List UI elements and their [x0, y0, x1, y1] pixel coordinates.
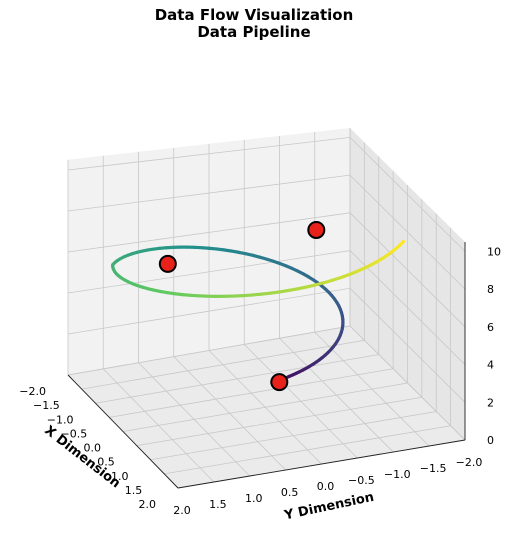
grid-line: [67, 212, 466, 328]
y-tick-label: 1.0: [245, 492, 263, 505]
z-tick-label: 0: [487, 434, 494, 447]
y-tick-label: −2.0: [456, 456, 483, 469]
curve-segment: [397, 239, 406, 248]
x-axis-line: [67, 374, 179, 489]
grid-line: [67, 174, 466, 290]
z-tick-label: 4: [487, 359, 494, 372]
x-tick-label: −2.0: [19, 385, 46, 398]
z-tick-label: 8: [487, 283, 494, 296]
z-tick-label: 2: [487, 396, 494, 409]
grid-line: [67, 325, 466, 441]
y-tick-label: −0.5: [348, 474, 375, 487]
z-tick-label: 10: [487, 245, 501, 258]
x-tick-label: −1.0: [47, 413, 74, 426]
axes-panes: [68, 127, 465, 488]
x-tick-label: 1.5: [125, 484, 143, 497]
x-tick-label: 1.0: [111, 470, 129, 483]
y-axis-line: [177, 439, 466, 489]
grid-line: [67, 287, 466, 403]
data-marker: [307, 220, 326, 239]
helix-curve: [111, 239, 406, 385]
y-tick-labels: 2.0 1.5 1.0 0.5 0.0 −0.5 −1.0 −1.5 −2.0: [173, 456, 482, 517]
y-tick-label: 0.0: [317, 480, 335, 493]
markers: [158, 220, 326, 392]
x-tick-label: 0.0: [84, 442, 102, 455]
data-marker: [270, 373, 289, 392]
grid-line: [67, 136, 466, 252]
z-tick-labels: 0 2 4 6 8 10: [487, 245, 501, 447]
z-tick-label: 6: [487, 321, 494, 334]
chart-subtitle: Data Pipeline: [197, 23, 310, 41]
x-tick-label: 0.5: [97, 456, 115, 469]
x-tick-label: −1.5: [33, 399, 60, 412]
data-marker: [158, 254, 177, 273]
y-tick-label: 0.5: [281, 486, 299, 499]
chart-title: Data Flow Visualization: [155, 6, 354, 24]
x-tick-label: −0.5: [61, 427, 88, 440]
grid-line: [67, 250, 466, 365]
y-tick-label: −1.5: [420, 462, 447, 475]
x-tick-labels: 2.01.51.00.50.0 −0.5−1.0−1.5−2.0: [19, 385, 156, 511]
y-tick-label: 1.5: [209, 498, 227, 511]
y-tick-label: 2.0: [173, 504, 191, 517]
x-tick-label: 2.0: [139, 498, 157, 511]
y-tick-label: −1.0: [384, 468, 411, 481]
axis-lines: [67, 241, 466, 489]
